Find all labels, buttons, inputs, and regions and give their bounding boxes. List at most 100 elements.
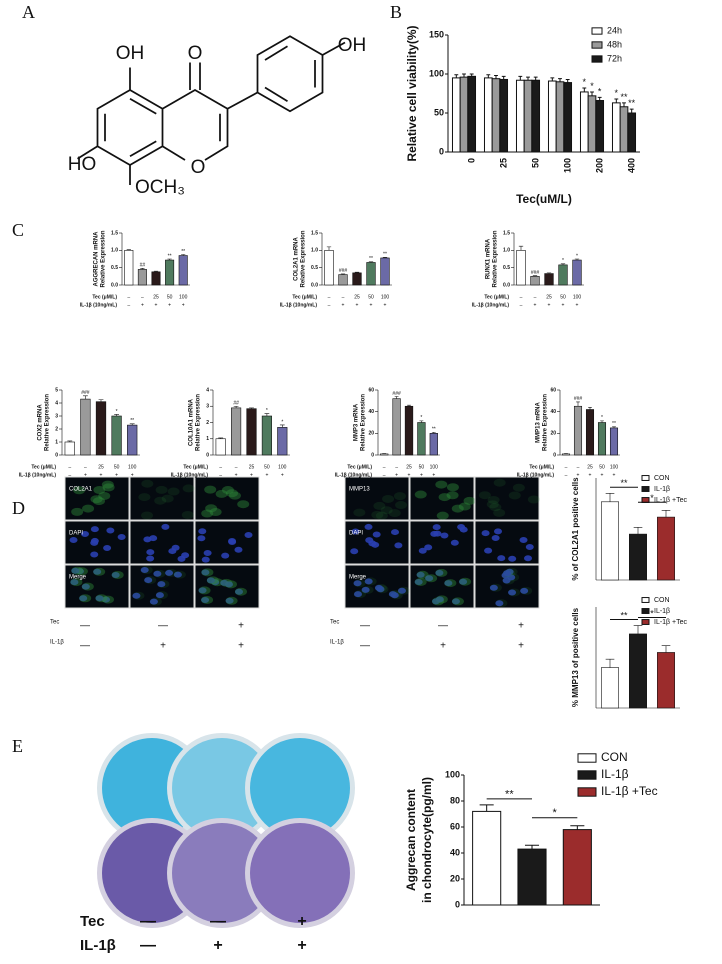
bar <box>393 399 401 455</box>
y-axis-label: MMP3 mRNA <box>354 403 360 441</box>
condition-value: 100 <box>573 294 582 300</box>
cell-stain <box>204 486 216 494</box>
y-tick-label: 50 <box>434 107 444 117</box>
error-bar <box>614 99 618 103</box>
cell-stain <box>479 491 491 499</box>
cell-stain <box>444 579 456 587</box>
micrograph-label: DAPI <box>69 531 83 537</box>
cell-stain <box>235 588 247 596</box>
condition-value: + <box>235 472 238 478</box>
cell-stain <box>415 578 427 586</box>
y-axis-label: % MMP13 of positive cells <box>571 607 580 707</box>
condition-value: + <box>613 472 616 478</box>
bar <box>629 534 646 580</box>
bar <box>524 80 532 152</box>
condition-value: + <box>370 302 373 308</box>
y-axis-label: AGGRECAN mRNA <box>94 231 100 287</box>
bar <box>629 634 646 708</box>
cell-stain <box>210 508 222 516</box>
micrograph-label: Merge <box>69 575 87 581</box>
y-axis-label: Relative Expression <box>45 394 51 451</box>
atom-label: HO <box>68 154 97 175</box>
cell-stain <box>354 590 366 598</box>
y-tick-label: 100 <box>429 68 444 78</box>
legend-swatch <box>642 609 649 614</box>
legend-swatch <box>578 788 596 796</box>
condition-value: + <box>432 472 435 478</box>
y-tick-label: 1.0 <box>111 248 118 254</box>
condition-value: – <box>395 464 398 470</box>
bar <box>545 274 554 285</box>
cell-stain <box>503 569 515 577</box>
treatment-value: — <box>158 621 168 632</box>
bar <box>325 250 334 285</box>
condition-label: Tec (μM/L) <box>183 464 208 470</box>
y-tick-label: 150 <box>429 29 444 39</box>
y-tick-label: 80 <box>450 795 460 805</box>
condition-value: – <box>328 302 331 308</box>
significance-label: ** <box>168 253 172 259</box>
bar <box>473 811 501 905</box>
treatment-value: — <box>80 641 90 652</box>
legend-label: 48h <box>607 39 622 49</box>
condition-value: – <box>68 464 71 470</box>
treatment-value: — <box>438 621 448 632</box>
bar <box>620 107 628 152</box>
y-tick-label: 60 <box>368 387 374 393</box>
treatment-value: + <box>440 641 446 652</box>
cell-stain <box>82 583 94 591</box>
y-tick-label: 0.5 <box>111 265 118 271</box>
cell-stain <box>425 574 437 582</box>
y-axis-label: % of COL2A1 positive cells <box>571 477 580 581</box>
y-tick-label: 0 <box>455 899 460 909</box>
cell-stain <box>168 488 180 496</box>
cell-stain <box>93 568 105 576</box>
treatment-value: — <box>80 621 90 632</box>
micrograph-label: COL2A1 <box>69 487 93 493</box>
condition-label: IL-1β (10ng/mL) <box>517 472 555 478</box>
error-bar <box>525 845 539 849</box>
significance-label: * <box>615 88 619 98</box>
bar <box>598 423 605 456</box>
nucleus <box>146 556 154 562</box>
y-tick-label: 0.0 <box>111 282 118 288</box>
nucleus <box>497 555 505 561</box>
condition-value: – <box>219 472 222 478</box>
treatment-label: Tec <box>330 620 339 626</box>
cell-stain <box>459 503 471 511</box>
nucleus <box>373 532 381 538</box>
condition-value: – <box>520 294 523 300</box>
micrograph-label: MMP13 <box>349 487 370 493</box>
nucleus <box>245 532 253 538</box>
bar <box>452 78 460 152</box>
cell-stain <box>436 595 448 603</box>
bar <box>574 406 581 455</box>
bar <box>96 402 106 455</box>
nucleus <box>494 528 502 534</box>
condition-value: + <box>589 472 592 478</box>
error-bar <box>576 402 580 406</box>
cell-stain <box>150 598 162 606</box>
nucleus <box>492 535 500 541</box>
bar <box>65 442 75 455</box>
cell-stain <box>513 484 525 492</box>
condition-value: – <box>68 472 71 478</box>
condition-value: 100 <box>179 294 188 300</box>
treatment-value: — <box>140 937 156 954</box>
cell-stain <box>381 506 393 514</box>
cell-stain <box>493 509 505 517</box>
significance-label: ** <box>628 98 636 108</box>
legend-label: CON <box>654 475 670 482</box>
condition-value: 25 <box>98 464 104 470</box>
significance-label: ** <box>620 610 628 620</box>
condition-value: + <box>115 472 118 478</box>
condition-value: 100 <box>128 464 137 470</box>
nucleus <box>440 532 448 538</box>
legend-label: IL-1β +Tec <box>601 784 658 798</box>
y-axis-label: Relative Expression <box>101 230 107 287</box>
nucleus <box>234 547 242 553</box>
nucleus <box>424 544 432 550</box>
condition-label: Tec (μM/L) <box>31 464 56 470</box>
condition-value: – <box>565 472 568 478</box>
